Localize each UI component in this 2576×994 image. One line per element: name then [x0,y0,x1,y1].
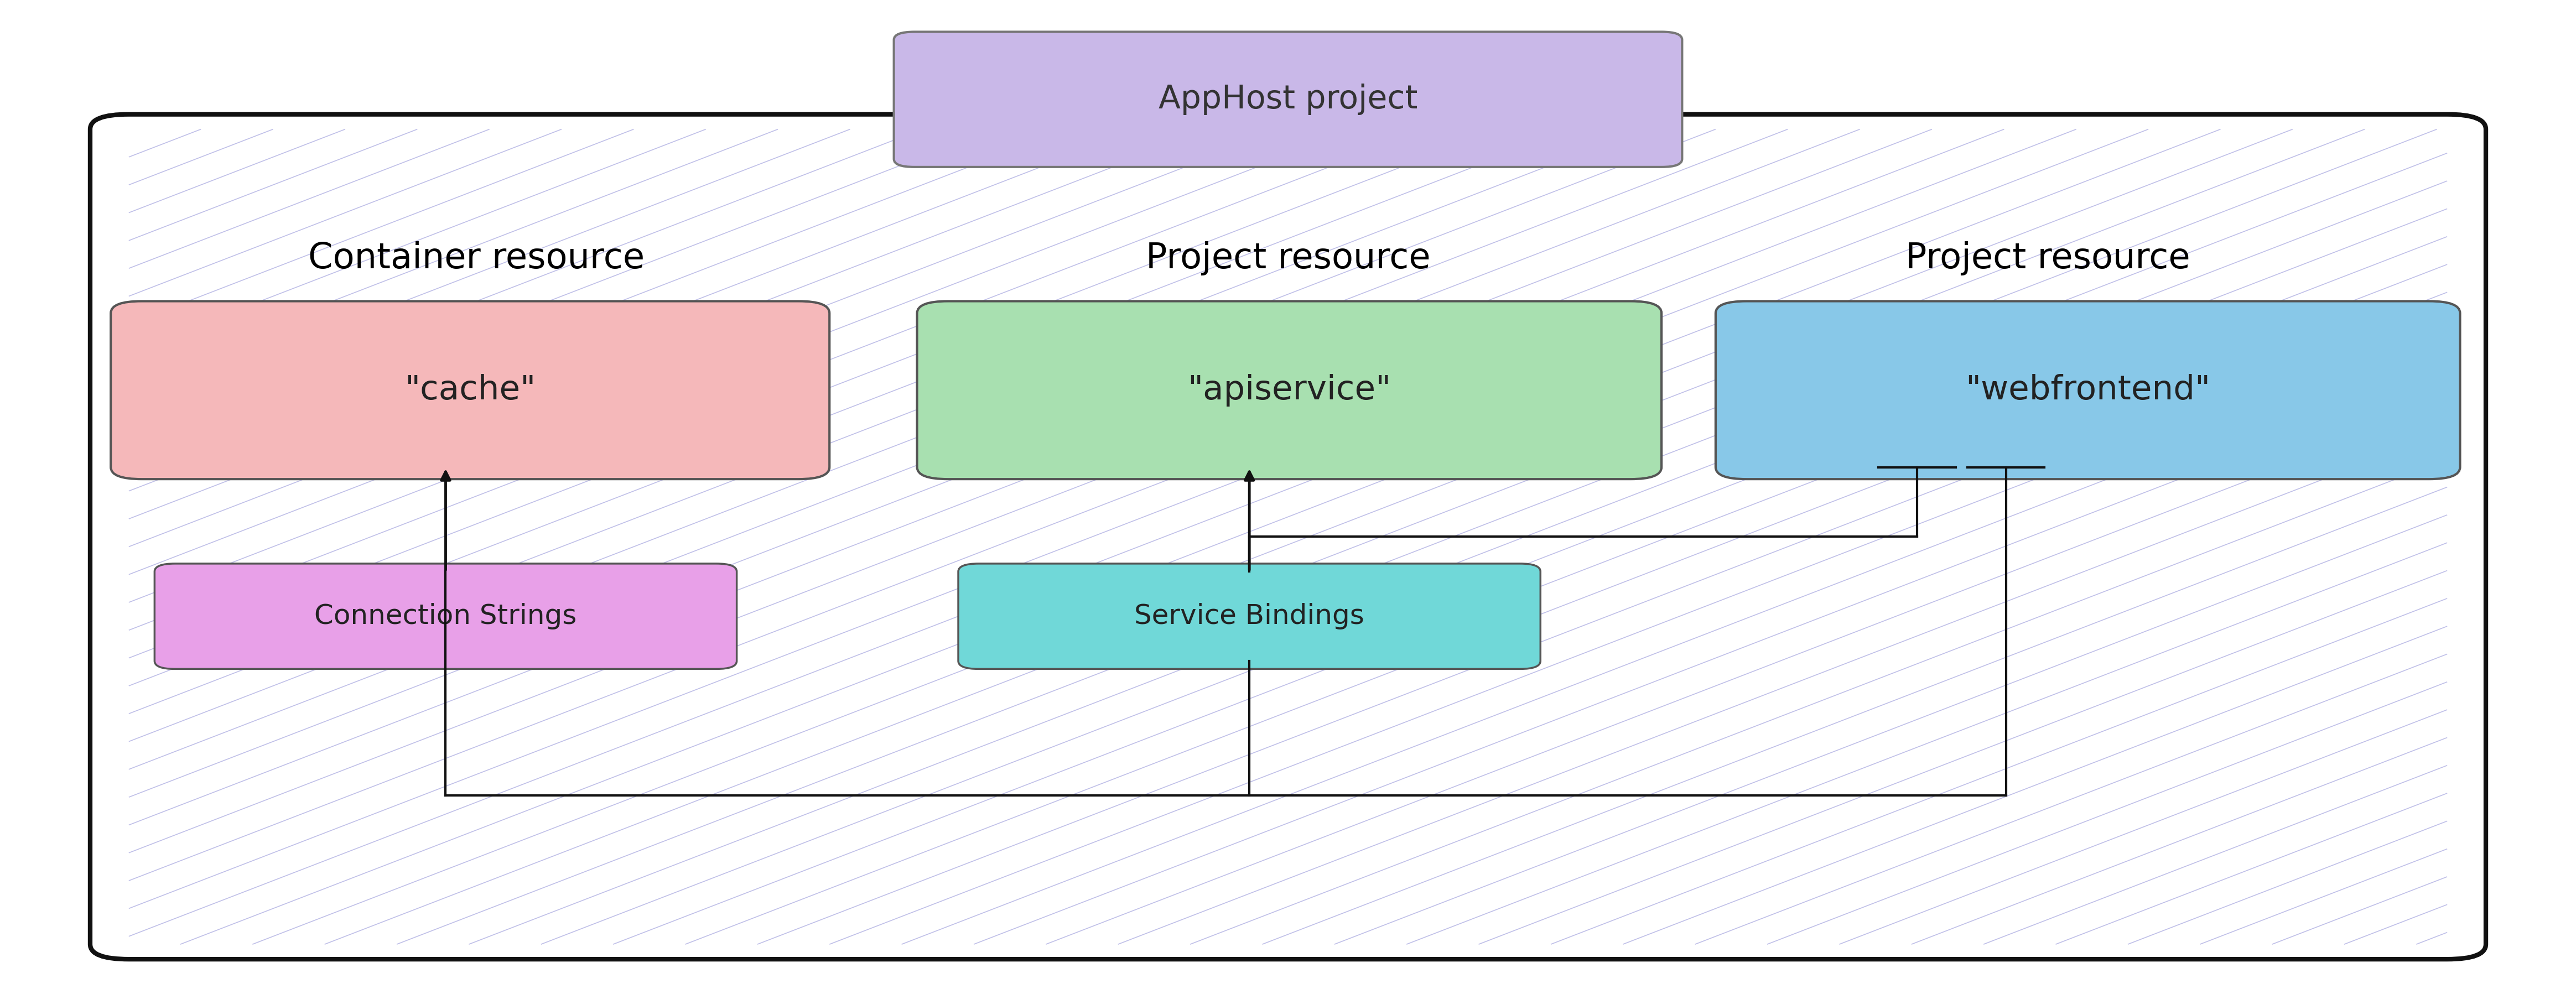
FancyBboxPatch shape [111,301,829,479]
FancyBboxPatch shape [155,564,737,669]
FancyBboxPatch shape [958,564,1540,669]
Text: "webfrontend": "webfrontend" [1965,374,2210,407]
FancyBboxPatch shape [90,114,2486,959]
FancyBboxPatch shape [894,32,1682,167]
Text: Container resource: Container resource [309,242,644,275]
Text: AppHost project: AppHost project [1159,83,1417,115]
FancyBboxPatch shape [917,301,1662,479]
FancyBboxPatch shape [1716,301,2460,479]
Text: Project resource: Project resource [1146,242,1430,275]
Text: "apiservice": "apiservice" [1188,374,1391,407]
Text: Connection Strings: Connection Strings [314,603,577,629]
Text: Project resource: Project resource [1906,242,2190,275]
Text: Service Bindings: Service Bindings [1133,603,1365,629]
Text: "cache": "cache" [404,374,536,407]
